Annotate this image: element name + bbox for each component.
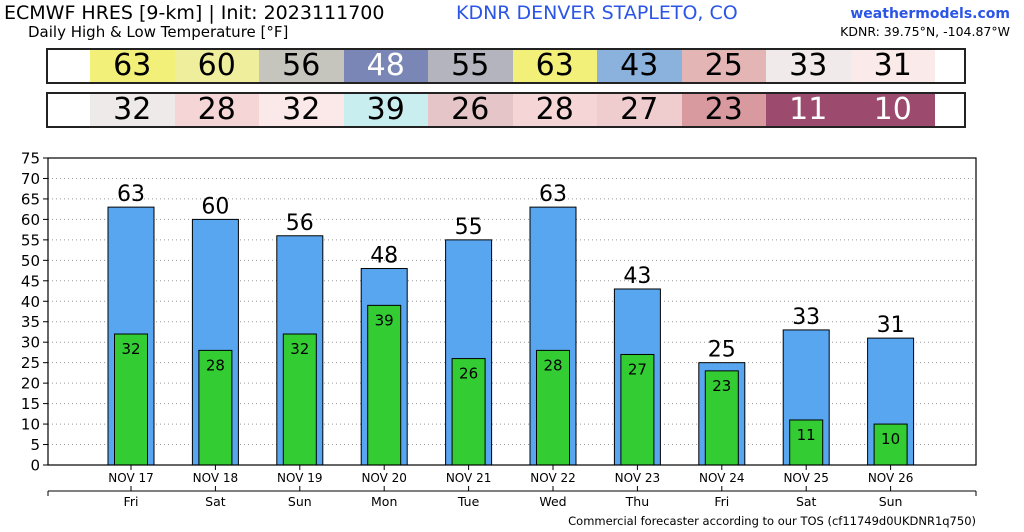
x-weekday-label: Mon <box>371 494 397 509</box>
y-tick-label: 5 <box>30 436 40 454</box>
high-value-label: 43 <box>623 264 651 289</box>
high-temperature-strip: 63 60 56 48 55 63 43 25 33 31 <box>46 48 966 84</box>
y-tick-label: 55 <box>21 231 40 249</box>
x-date-label: NOV 17 <box>108 471 154 485</box>
x-date-label: NOV 25 <box>783 471 829 485</box>
low-strip-cell: 28 <box>512 94 597 126</box>
low-value-label: 27 <box>628 360 647 378</box>
high-strip-cell: 55 <box>428 50 513 82</box>
low-strip-cell: 32 <box>259 94 344 126</box>
low-value-label: 23 <box>712 377 731 395</box>
low-strip-cell: 39 <box>343 94 428 126</box>
low-value-label: 39 <box>375 311 394 329</box>
low-bar <box>536 349 570 466</box>
y-tick-label: 65 <box>21 190 40 208</box>
low-value-label: 26 <box>459 365 478 383</box>
low-strip-cell: 23 <box>681 94 766 126</box>
high-value-label: 48 <box>370 244 398 269</box>
high-strip-cell: 60 <box>174 50 259 82</box>
low-bar <box>620 353 655 466</box>
high-value-label: 31 <box>877 313 905 338</box>
x-weekday-label: Fri <box>714 494 729 509</box>
x-weekday-label: Fri <box>124 494 139 509</box>
x-date-label: NOV 24 <box>699 471 745 485</box>
y-tick-label: 60 <box>21 211 40 229</box>
footer-note: Commercial forecaster according to our T… <box>568 514 976 528</box>
x-weekday-label: Tue <box>457 494 480 509</box>
low-value-label: 10 <box>881 430 900 448</box>
x-weekday-label: Thu <box>625 494 649 509</box>
low-strip-cell: 27 <box>597 94 682 126</box>
high-value-label: 25 <box>708 338 736 363</box>
high-strip-cell: 63 <box>90 50 175 82</box>
high-strip-cell: 25 <box>681 50 766 82</box>
low-strip-cell: 10 <box>850 94 935 126</box>
low-value-label: 28 <box>206 356 225 374</box>
site-link[interactable]: weathermodels.com <box>850 6 1010 22</box>
y-tick-label: 25 <box>21 354 40 372</box>
high-strip-cell: 48 <box>343 50 428 82</box>
y-tick-label: 40 <box>21 293 40 311</box>
low-value-label: 28 <box>543 356 562 374</box>
y-tick-label: 70 <box>21 170 40 188</box>
low-bar <box>704 370 739 466</box>
x-date-label: NOV 19 <box>277 471 323 485</box>
high-strip-cell: 31 <box>850 50 935 82</box>
high-strip-cell: 33 <box>766 50 851 82</box>
high-value-label: 63 <box>539 182 567 207</box>
low-temperature-strip: 32 28 32 39 26 28 27 23 11 10 <box>46 92 966 128</box>
y-tick-label: 50 <box>21 252 40 270</box>
low-value-label: 32 <box>121 340 140 358</box>
high-value-label: 63 <box>117 182 145 207</box>
x-date-label: NOV 18 <box>193 471 239 485</box>
y-tick-label: 0 <box>30 457 40 475</box>
y-tick-label: 10 <box>21 416 40 434</box>
chart-title: ECMWF HRES [9-km] | Init: 2023111700 <box>4 2 385 24</box>
low-bar <box>873 423 908 466</box>
high-strip-cell: 43 <box>597 50 682 82</box>
temperature-bar-chart: 0 5 10 15 20 25 30 35 40 45 50 55 60 65 70 75 63 60 56 48 55… <box>21 150 977 509</box>
low-value-label: 32 <box>290 340 309 358</box>
high-value-label: 56 <box>286 211 314 236</box>
x-weekday-label: Sun <box>879 494 903 509</box>
high-strip-cell: 63 <box>512 50 597 82</box>
high-value-label: 60 <box>201 194 229 219</box>
y-tick-label: 35 <box>21 313 40 331</box>
y-tick-label: 30 <box>21 334 40 352</box>
x-date-label: NOV 26 <box>868 471 914 485</box>
x-date-label: NOV 22 <box>530 471 576 485</box>
low-strip-cell: 32 <box>90 94 175 126</box>
chart-subtitle: Daily High & Low Temperature [°F] <box>28 23 289 41</box>
x-weekday-label: Sun <box>288 494 312 509</box>
y-tick-label: 75 <box>21 150 40 168</box>
high-value-label: 33 <box>792 305 820 330</box>
plot-frame <box>47 157 977 466</box>
x-date-label: NOV 23 <box>615 471 661 485</box>
high-strip-cell: 56 <box>259 50 344 82</box>
x-date-label: NOV 20 <box>361 471 407 485</box>
station-name: KDNR DENVER STAPLETO, CO <box>456 2 738 24</box>
low-value-label: 11 <box>797 426 816 444</box>
x-date-label: NOV 21 <box>446 471 492 485</box>
x-weekday-label: Sat <box>796 494 817 509</box>
x-weekday-label: Wed <box>539 494 566 509</box>
y-tick-label: 45 <box>21 272 40 290</box>
low-bar <box>367 304 402 466</box>
low-strip-cell: 26 <box>428 94 513 126</box>
station-coordinates: KDNR: 39.75°N, -104.87°W <box>840 24 1010 39</box>
high-value-label: 55 <box>455 215 483 240</box>
low-strip-cell: 28 <box>174 94 259 126</box>
low-strip-cell: 11 <box>766 94 851 126</box>
low-bar <box>451 358 486 466</box>
y-tick-label: 20 <box>21 375 40 393</box>
y-tick-label: 15 <box>21 395 40 413</box>
x-weekday-label: Sat <box>205 494 226 509</box>
